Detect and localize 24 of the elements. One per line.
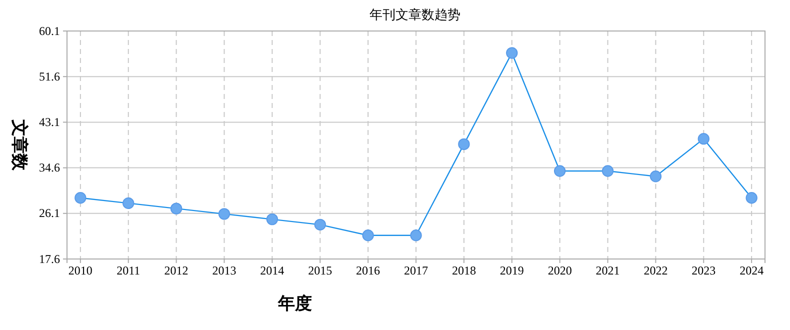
y-tick-label: 43.1 <box>39 115 60 130</box>
x-tick-label: 2014 <box>260 264 284 278</box>
x-tick-label: 2013 <box>212 264 236 278</box>
y-axis-title: 文章数 <box>10 118 29 172</box>
x-axis-title: 年度 <box>277 294 312 313</box>
x-tick-label: 2011 <box>116 264 140 278</box>
x-tick-label: 2018 <box>452 264 476 278</box>
x-tick-label: 2016 <box>356 264 380 278</box>
x-tick-label: 2023 <box>692 264 716 278</box>
x-tick-label: 2022 <box>644 264 668 278</box>
y-tick-label: 17.6 <box>39 252 60 266</box>
x-tick-label: 2017 <box>404 264 428 278</box>
x-tick-label: 2020 <box>548 264 572 278</box>
y-tick-label: 60.1 <box>39 24 60 38</box>
x-tick-label: 2012 <box>164 264 188 278</box>
y-tick-label: 26.1 <box>39 206 60 220</box>
x-tick-label: 2019 <box>500 264 524 278</box>
x-tick-label: 2015 <box>308 264 332 278</box>
y-tick-label: 34.6 <box>39 160 60 175</box>
x-tick-label: 2010 <box>68 264 92 278</box>
x-tick-label: 2021 <box>596 264 620 278</box>
y-tick-label: 51.6 <box>39 69 60 84</box>
chart-title: 年刊文章数趋势 <box>370 7 460 22</box>
x-tick-label: 2024 <box>740 264 764 278</box>
